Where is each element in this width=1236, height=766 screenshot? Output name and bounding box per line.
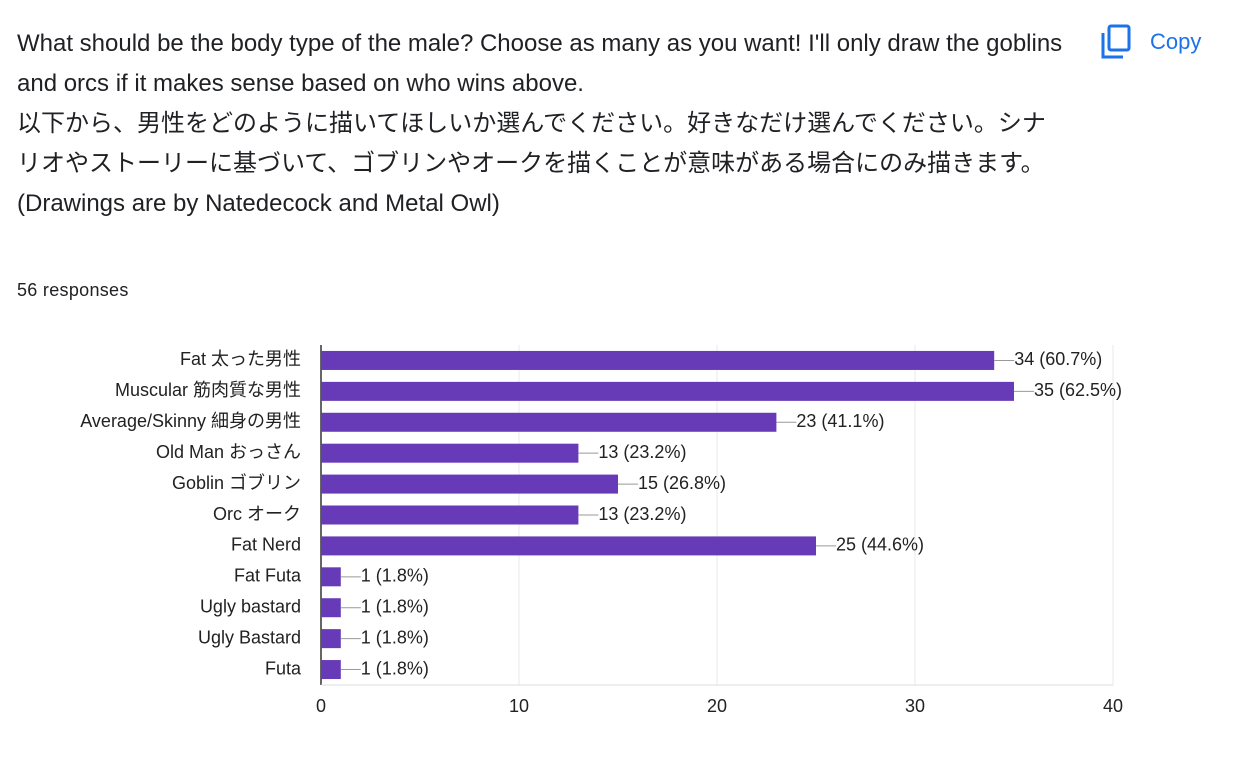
bar: [321, 536, 816, 556]
y-tick-label: Fat Nerd: [231, 535, 301, 555]
copy-button[interactable]: Copy: [1100, 24, 1201, 60]
value-label: 1 (1.8%): [361, 566, 429, 586]
copy-icon: [1101, 24, 1131, 59]
bar: [321, 629, 341, 649]
x-tick-label: 20: [707, 696, 727, 716]
y-tick-label: Old Man おっさん: [156, 442, 301, 462]
y-tick-label: Fat 太った男性: [180, 349, 301, 369]
value-label: 1 (1.8%): [361, 596, 429, 616]
value-label: 13 (23.2%): [598, 442, 686, 462]
y-tick-label: Average/Skinny 細身の男性: [80, 411, 301, 431]
bar: [321, 474, 618, 494]
question-text: (Drawings are by Natedecock and Metal Ow…: [17, 190, 500, 217]
question: What should be the body type of the male…: [17, 24, 1067, 224]
y-tick-label: Goblin ゴブリン: [172, 472, 301, 493]
x-tick-label: 10: [509, 696, 529, 716]
y-tick-label: Orc オーク: [213, 504, 301, 524]
bar: [321, 443, 579, 463]
value-label: 34 (60.7%): [1014, 349, 1102, 369]
bar: [321, 412, 777, 432]
x-tick-label: 0: [316, 696, 326, 716]
value-label: 35 (62.5%): [1034, 380, 1122, 400]
y-tick-label: Muscular 筋肉質な男性: [115, 380, 301, 400]
question-text: 以下から、男性をどのように描いてほしいか選んでください。好きなだけ選んでください…: [17, 110, 1046, 177]
bar: [321, 567, 341, 587]
y-tick-label: Ugly Bastard: [198, 627, 301, 647]
bar: [321, 598, 341, 618]
bar: [321, 660, 341, 680]
bar: [321, 381, 1014, 401]
y-tick-label: Ugly bastard: [200, 596, 301, 616]
value-label: 23 (41.1%): [796, 411, 884, 431]
x-tick-label: 30: [905, 696, 925, 716]
x-tick-label: 40: [1103, 696, 1123, 716]
bar: [321, 350, 995, 370]
value-label: 25 (44.6%): [836, 535, 924, 555]
question-text: What should be the body type of the male…: [17, 30, 1063, 97]
y-tick-label: Fat Futa: [234, 566, 302, 586]
response-count: 56 responses: [17, 280, 129, 300]
copy-label: Copy: [1150, 29, 1202, 54]
value-label: 1 (1.8%): [361, 658, 429, 678]
y-tick-label: Futa: [265, 658, 302, 678]
value-label: 1 (1.8%): [361, 627, 429, 647]
bar: [321, 505, 579, 525]
value-label: 13 (23.2%): [598, 504, 686, 524]
value-label: 15 (26.8%): [638, 473, 726, 493]
